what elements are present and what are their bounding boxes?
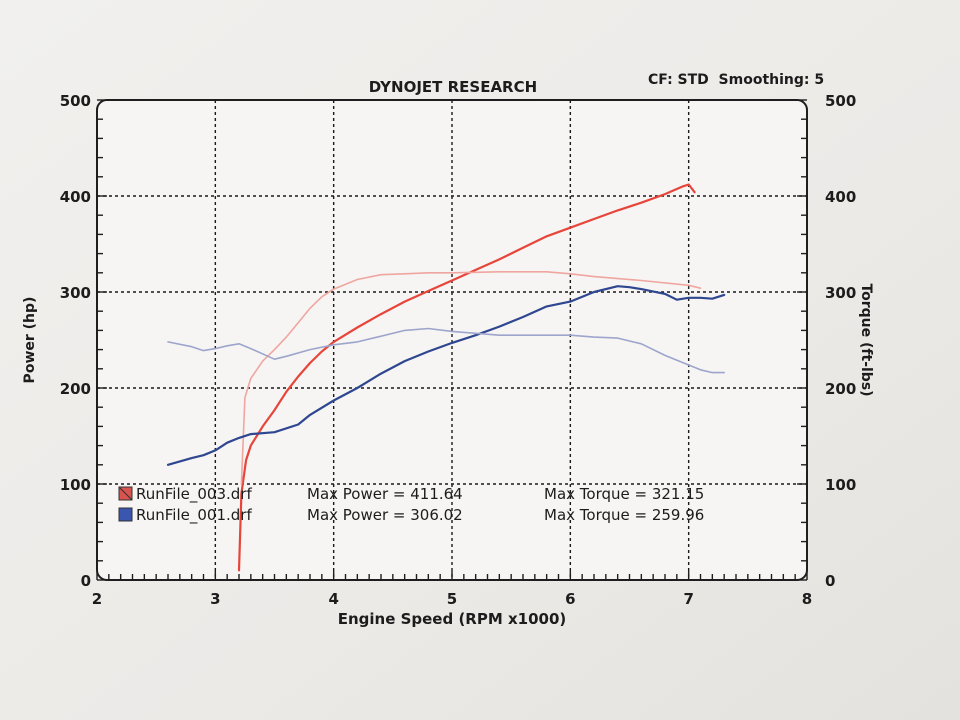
chart-header-right: CF: STD Smoothing: 5 [648, 72, 824, 88]
legend: RunFile_003.drf Max Power = 411.64 Max T… [118, 485, 704, 525]
y-left-tick-label: 0 [81, 572, 91, 590]
series-line-3 [166, 285, 726, 466]
legend-run1-file: RunFile_001.drf [136, 506, 252, 525]
y-right-tick-label: 400 [825, 188, 856, 206]
y-right-tick-label: 100 [825, 476, 856, 494]
x-tick-label: 4 [328, 590, 338, 608]
y-right-tick-labels: 0 100 200 300 400 500 [825, 92, 856, 590]
legend-swatch-run3-hatch [118, 486, 133, 501]
legend-run3-power: Max Power = 411.64 [307, 485, 463, 503]
y-left-tick-label: 100 [60, 476, 91, 494]
y-left-axis-label: Power (hp) [22, 297, 38, 384]
series-line-1 [237, 183, 696, 572]
grid [97, 100, 807, 580]
y-left-tick-label: 200 [60, 380, 91, 398]
legend-item-run3: RunFile_003.drf Max Power = 411.64 Max T… [118, 485, 704, 504]
x-tick-labels: 2 3 4 5 6 7 8 [92, 590, 812, 608]
chart-title: DYNOJET RESEARCH [369, 78, 537, 96]
y-right-tick-label: 0 [825, 572, 835, 590]
legend-swatch-run1 [118, 507, 133, 522]
series-line-2 [240, 270, 702, 485]
legend-run3-file: RunFile_003.drf [136, 485, 252, 504]
y-left-tick-label: 400 [60, 188, 91, 206]
tick-marks [96, 99, 808, 581]
legend-item-run1: RunFile_001.drf Max Power = 306.02 Max T… [118, 506, 704, 525]
x-axis-label: Engine Speed (RPM x1000) [338, 610, 567, 628]
x-tick-label: 8 [802, 590, 812, 608]
x-tick-label: 7 [683, 590, 693, 608]
x-tick-label: 2 [92, 590, 102, 608]
y-left-tick-labels: 0 100 200 300 400 500 [60, 92, 91, 590]
series-line-4 [167, 327, 726, 374]
y-left-tick-label: 300 [60, 284, 91, 302]
y-right-tick-label: 300 [825, 284, 856, 302]
x-tick-label: 5 [447, 590, 457, 608]
x-tick-label: 3 [210, 590, 220, 608]
y-right-tick-label: 200 [825, 380, 856, 398]
series-lines [166, 183, 726, 572]
y-left-tick-label: 500 [60, 92, 91, 110]
legend-run3-torque: Max Torque = 321.15 [544, 485, 704, 503]
legend-run1-torque: Max Torque = 259.96 [544, 506, 704, 524]
y-right-axis-label: Torque (ft-lbs) [858, 283, 874, 396]
x-tick-label: 6 [565, 590, 575, 608]
legend-run1-power: Max Power = 306.02 [307, 506, 463, 524]
y-right-tick-label: 500 [825, 92, 856, 110]
